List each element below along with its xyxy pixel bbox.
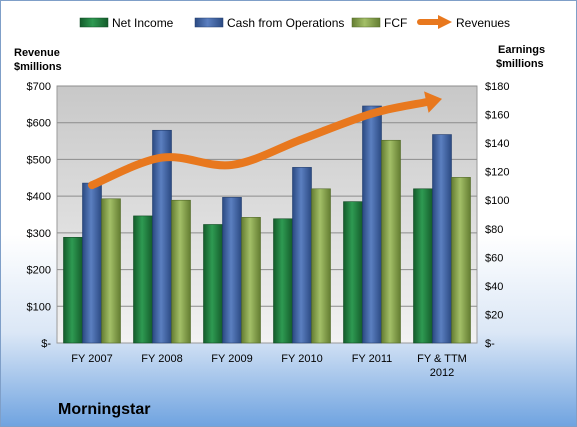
right-tick-label: $140 bbox=[485, 138, 509, 150]
bar-cash-from-operations bbox=[82, 182, 102, 344]
left-tick-label: $- bbox=[41, 338, 51, 350]
right-axis-ticks: $- $20 $40 $60 $80 $100 $120 $140 $160 $180 bbox=[485, 81, 509, 350]
left-tick-label: $600 bbox=[27, 118, 51, 130]
left-axis-title-line1: Revenue bbox=[14, 47, 60, 59]
right-tick-label: $120 bbox=[485, 167, 509, 179]
right-tick-label: $180 bbox=[485, 81, 509, 93]
legend-label-cash-from-operations: Cash from Operations bbox=[227, 16, 344, 30]
bar-net-income bbox=[63, 237, 83, 344]
bar-net-income bbox=[203, 224, 223, 344]
bar-net-income bbox=[273, 218, 293, 344]
left-tick-label: $300 bbox=[27, 228, 51, 240]
left-tick-label: $200 bbox=[27, 265, 51, 277]
legend-swatch-fcf bbox=[351, 17, 381, 28]
right-axis-title-line1: Earnings bbox=[498, 44, 545, 56]
left-tick-label: $100 bbox=[27, 301, 51, 313]
bar-cash-from-operations bbox=[222, 197, 242, 344]
legend-swatch-cash-from-operations bbox=[194, 17, 224, 28]
revenue-line bbox=[88, 91, 442, 190]
right-tick-label: $40 bbox=[485, 281, 503, 293]
bar-net-income bbox=[133, 215, 153, 344]
left-tick-label: $500 bbox=[27, 154, 51, 166]
plot-area bbox=[56, 85, 478, 344]
left-tick-label: $700 bbox=[27, 81, 51, 93]
legend-arrow-revenues bbox=[438, 15, 452, 29]
x-axis-ticks: FY 2007 FY 2008 FY 2009 FY 2010 FY 2011 FY & … bbox=[71, 353, 467, 379]
x-tick-label: FY 2007 bbox=[71, 353, 112, 365]
left-axis-title-line2: $millions bbox=[14, 61, 62, 73]
x-tick-label: FY 2008 bbox=[141, 353, 182, 365]
bar-cash-from-operations bbox=[362, 105, 382, 344]
legend-label-revenues: Revenues bbox=[456, 16, 510, 30]
legend: Net Income Cash from Operations FCF Reve… bbox=[79, 15, 510, 30]
x-tick-label: FY 2011 bbox=[352, 353, 393, 365]
bar-fcf bbox=[241, 217, 261, 344]
bar-fcf bbox=[171, 199, 191, 344]
legend-label-net-income: Net Income bbox=[112, 16, 174, 30]
revenue-arrow-head bbox=[424, 91, 442, 113]
x-tick-label: FY 2009 bbox=[211, 353, 252, 365]
left-tick-label: $400 bbox=[27, 191, 51, 203]
company-name: Morningstar bbox=[58, 401, 150, 418]
bar-fcf bbox=[101, 198, 121, 344]
legend-label-fcf: FCF bbox=[384, 16, 407, 30]
right-tick-label: $20 bbox=[485, 309, 503, 321]
x-tick-label: FY & TTM bbox=[417, 353, 467, 365]
right-tick-label: $100 bbox=[485, 195, 509, 207]
bar-cash-from-operations bbox=[432, 134, 452, 344]
right-tick-label: $- bbox=[485, 338, 495, 350]
bar-fcf bbox=[381, 139, 401, 344]
bar-net-income bbox=[343, 201, 363, 344]
right-tick-label: $60 bbox=[485, 252, 503, 264]
bar-fcf bbox=[451, 177, 471, 344]
right-tick-label: $80 bbox=[485, 224, 503, 236]
bar-fcf bbox=[311, 188, 331, 344]
x-tick-label: FY 2010 bbox=[281, 353, 322, 365]
legend-swatch-net-income bbox=[79, 17, 109, 28]
right-axis-title-line2: $millions bbox=[496, 58, 544, 70]
bar-net-income bbox=[413, 188, 433, 344]
x-tick-label: 2012 bbox=[430, 367, 454, 379]
bar-cash-from-operations bbox=[292, 167, 312, 344]
bars bbox=[63, 105, 471, 344]
gridlines bbox=[57, 85, 477, 307]
right-tick-label: $160 bbox=[485, 110, 509, 122]
left-axis-ticks: $- $100 $200 $300 $400 $500 $600 $700 bbox=[27, 81, 52, 350]
revenue-line-path bbox=[88, 98, 431, 190]
